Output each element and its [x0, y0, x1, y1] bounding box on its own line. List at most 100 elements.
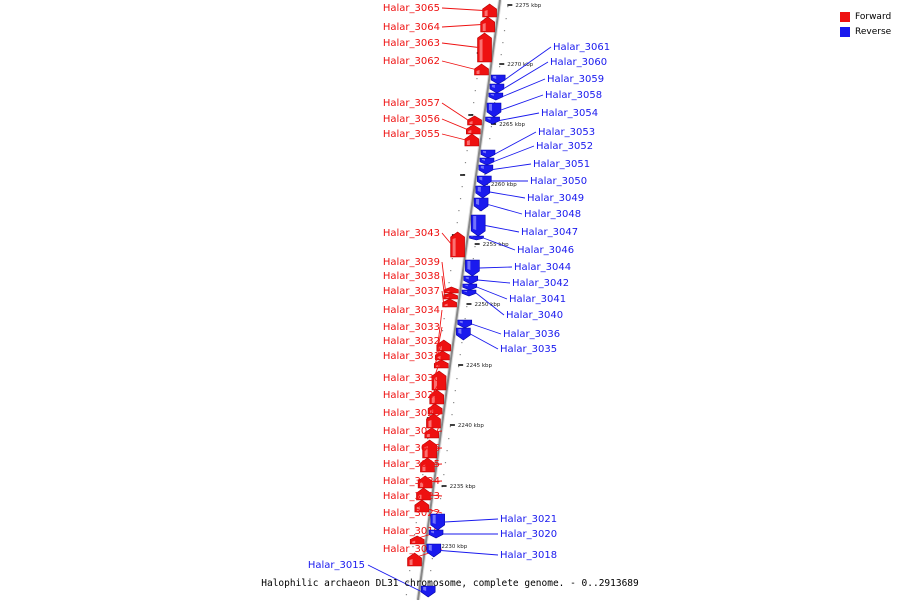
major-tick-label: 2230 kbp [441, 544, 467, 550]
forward-gene-arrow [444, 286, 459, 294]
reverse-gene-connector [503, 61, 549, 89]
major-tick-label: 2255 kbp [483, 242, 509, 248]
forward-gene-connector [441, 42, 479, 48]
legend: Forward Reverse [840, 9, 891, 39]
forward-gene-label: Halar_3033 [383, 322, 440, 333]
major-tick-label: 2235 kbp [450, 484, 476, 490]
reverse-gene-label: Halar_3049 [527, 193, 584, 204]
minor-tick-right [500, 54, 502, 56]
minor-tick-left [456, 222, 458, 224]
major-tick-label: 2265 kbp [499, 122, 525, 128]
forward-gene-label: Halar_3028 [383, 408, 440, 419]
minor-tick-right [449, 426, 451, 428]
gene-highlight [412, 540, 416, 543]
minor-tick-left [414, 534, 416, 536]
forward-gene-connector [427, 412, 443, 422]
forward-gene-connector [437, 309, 443, 346]
forward-gene-connector [441, 102, 469, 121]
minor-tick-right [479, 210, 481, 212]
reverse-gene-connector [485, 225, 520, 233]
minor-tick-right [438, 510, 440, 512]
gene-highlight [491, 85, 495, 88]
forward-gene-label: Halar_3043 [383, 228, 440, 239]
minor-tick-left [473, 102, 475, 104]
gene-highlight [437, 356, 441, 359]
forward-gene-label: Halar_3056 [383, 114, 440, 125]
legend-reverse: Reverse [840, 24, 891, 39]
reverse-gene-label: Halar_3053 [538, 127, 595, 138]
gene-highlight [434, 377, 438, 389]
minor-tick-right [443, 474, 445, 476]
forward-gene-label: Halar_3031 [383, 351, 440, 362]
reverse-gene-label: Halar_3054 [541, 108, 598, 119]
forward-gene-connector [423, 447, 443, 450]
forward-gene-connector [441, 60, 476, 70]
forward-gene-label: Halar_3038 [383, 271, 440, 282]
minor-tick-right [461, 342, 463, 344]
minor-tick-right [464, 318, 466, 320]
forward-gene-label: Halar_3039 [383, 257, 440, 268]
major-tick-label: 2250 kbp [474, 302, 500, 308]
minor-tick-right [448, 438, 450, 440]
forward-gene-label: Halar_3062 [383, 56, 440, 67]
reverse-gene-label: Halar_3051 [533, 159, 590, 170]
gene-highlight [493, 76, 497, 79]
reverse-gene-label: Halar_3018 [500, 550, 557, 561]
reverse-gene-arrow [461, 289, 477, 297]
minor-tick-left [422, 474, 424, 476]
minor-tick-right [444, 462, 447, 464]
minor-tick-left [415, 522, 417, 524]
minor-tick-right [490, 126, 492, 128]
forward-gene-connector [434, 340, 443, 365]
major-tick-label: 2270 kbp [507, 62, 533, 68]
reverse-gene-label: Halar_3046 [517, 245, 574, 256]
gene-highlight [420, 482, 424, 487]
minor-tick-left [450, 270, 452, 272]
reverse-gene-label: Halar_3044 [514, 262, 571, 273]
reverse-gene-connector [483, 237, 516, 251]
gene-highlight [476, 199, 480, 205]
minor-tick-right [431, 558, 433, 560]
gene-highlight [482, 23, 486, 31]
gene-highlight [428, 420, 432, 427]
minor-tick-left [458, 210, 460, 212]
minor-tick-left [407, 582, 409, 584]
minor-tick-left [464, 162, 467, 164]
genome-caption: Halophilic archaeon DL31 chromosome, com… [261, 578, 639, 589]
reverse-gene-label: Halar_3040 [506, 310, 563, 321]
forward-gene-connector [417, 493, 443, 497]
forward-gene-connector [441, 7, 484, 11]
reverse-gene-connector [367, 564, 422, 592]
forward-gene-label: Halar_3030 [383, 373, 440, 384]
minor-tick-left [459, 198, 462, 200]
major-tick-label: 2260 kbp [491, 182, 517, 188]
gene-highlight [430, 409, 434, 413]
forward-gene-connector [435, 326, 443, 356]
reverse-gene-arrow [462, 283, 478, 291]
reverse-gene-label: Halar_3059 [547, 74, 604, 85]
gene-highlight [484, 10, 488, 16]
reverse-gene-connector [493, 145, 535, 162]
minor-tick-right [498, 66, 501, 68]
legend-forward-label: Forward [855, 11, 892, 22]
forward-gene-label: Halar_3065 [383, 3, 440, 14]
major-tick-label: 2275 kbp [515, 3, 541, 9]
gene-highlight [466, 140, 470, 145]
minor-tick-left [412, 546, 414, 548]
minor-tick-left [441, 330, 444, 332]
gene-highlight [479, 177, 483, 181]
gene-highlight [446, 290, 450, 292]
reverse-gene-label: Halar_3047 [521, 227, 578, 238]
reverse-gene-connector [494, 131, 537, 155]
gene-highlight [473, 216, 477, 230]
reverse-gene-label: Halar_3020 [500, 529, 557, 540]
minor-tick-left [474, 90, 476, 92]
minor-tick-right [453, 402, 455, 404]
minor-tick-right [502, 42, 504, 44]
minor-tick-right [439, 498, 442, 500]
minor-tick-right [505, 18, 507, 20]
forward-gene-connector [441, 261, 446, 291]
gene-highlight [431, 531, 435, 534]
reverse-gene-label: Halar_3050 [530, 176, 587, 187]
chromosome-axis [417, 0, 502, 600]
